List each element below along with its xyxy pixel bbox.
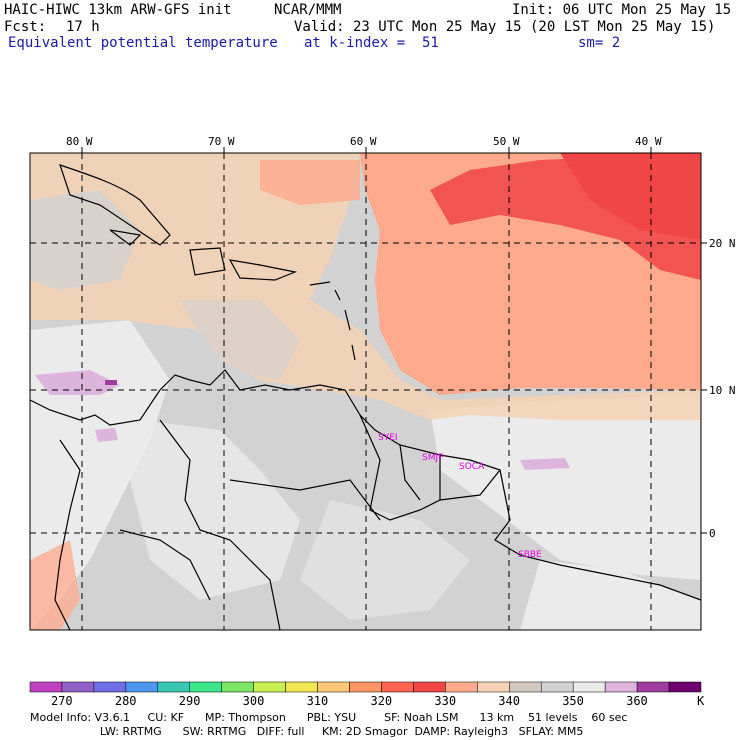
lon-label-80w: 80 W xyxy=(66,135,93,148)
colorbar-swatch xyxy=(189,681,222,693)
colorbar-swatch xyxy=(381,681,414,693)
forecast-value: 17 h xyxy=(66,19,100,35)
lon-label-70w: 70 W xyxy=(208,135,235,148)
colorbar-swatch xyxy=(413,681,446,693)
lat-label-20n: 20 N xyxy=(709,237,736,250)
grid-lines xyxy=(30,153,701,630)
colorbar-unit: K xyxy=(697,694,705,708)
colorbar-tick-label: 270 xyxy=(50,694,73,708)
colorbar-swatch xyxy=(445,681,478,693)
colorbar-tick-label: 320 xyxy=(370,694,393,708)
lat-label-10n: 10 N xyxy=(709,384,736,397)
colorbar-tick-label: 290 xyxy=(178,694,201,708)
lat-label-0: 0 xyxy=(709,527,716,540)
theta-e-map: 80 W 70 W 60 W 50 W 40 W 20 N 10 N 0 SYE… xyxy=(29,135,736,631)
colorbar-swatch xyxy=(572,681,606,693)
init-time: Init: 06 UTC Mon 25 May 15 xyxy=(512,2,732,18)
colorbar-swatch xyxy=(317,681,350,693)
smoothing-label: sm= 2 xyxy=(578,35,621,51)
model-title: HAIC-HIWC 13km ARW-GFS init xyxy=(4,2,232,18)
colorbar xyxy=(29,681,702,693)
colorbar-swatch xyxy=(540,681,574,693)
colorbar-tick-label: 300 xyxy=(242,694,265,708)
model-info-line2: LW: RRTMG SW: RRTMG DIFF: full KM: 2D Sm… xyxy=(30,725,584,738)
colorbar-tick-label: 330 xyxy=(434,694,457,708)
colorbar-swatch xyxy=(93,681,127,693)
level-label: at k-index = 51 xyxy=(304,35,439,51)
colorbar-swatch xyxy=(285,681,318,693)
station-sbbe: SBBE xyxy=(518,550,542,560)
colorbar-swatch xyxy=(125,681,159,693)
lon-label-60w: 60 W xyxy=(350,135,377,148)
colorbar-swatch xyxy=(604,681,638,693)
colorbar-swatch xyxy=(636,681,670,693)
colorbar-swatch xyxy=(477,681,510,693)
colorbar-swatch xyxy=(61,681,95,693)
tick-marks xyxy=(81,147,707,534)
purple-patch xyxy=(105,380,117,385)
valid-time: Valid: 23 UTC Mon 25 May 15 (20 LST Mon … xyxy=(294,19,716,35)
lon-label-50w: 50 W xyxy=(493,135,520,148)
colorbar-swatch xyxy=(157,681,191,693)
colorbar-tick-label: 340 xyxy=(498,694,520,708)
colorbar-swatch xyxy=(221,681,254,693)
coastlines xyxy=(30,164,701,630)
field-name: Equivalent potential temperature xyxy=(8,35,278,51)
station-smjp: SMJP xyxy=(422,453,444,463)
colorbar-swatch xyxy=(253,681,286,693)
colorbar-tick-label: 350 xyxy=(562,694,584,708)
model-info-line1: Model Info: V3.6.1 CU: KF MP: Thompson P… xyxy=(30,711,628,724)
colorbar-swatch xyxy=(509,681,542,693)
colorbar-swatch xyxy=(349,681,382,693)
center-label: NCAR/MMM xyxy=(274,2,342,18)
station-soca: SOCA xyxy=(459,462,485,472)
colorbar-tick-label: 280 xyxy=(114,694,137,708)
lon-label-40w: 40 W xyxy=(635,135,662,148)
colorbar-tick-label: 310 xyxy=(306,694,329,708)
station-syei: SYEI xyxy=(378,433,398,443)
colorbar-swatch xyxy=(668,681,702,693)
colorbar-swatch xyxy=(29,681,63,693)
forecast-label: Fcst: xyxy=(4,19,47,35)
colorbar-tick-label: 360 xyxy=(626,694,648,708)
